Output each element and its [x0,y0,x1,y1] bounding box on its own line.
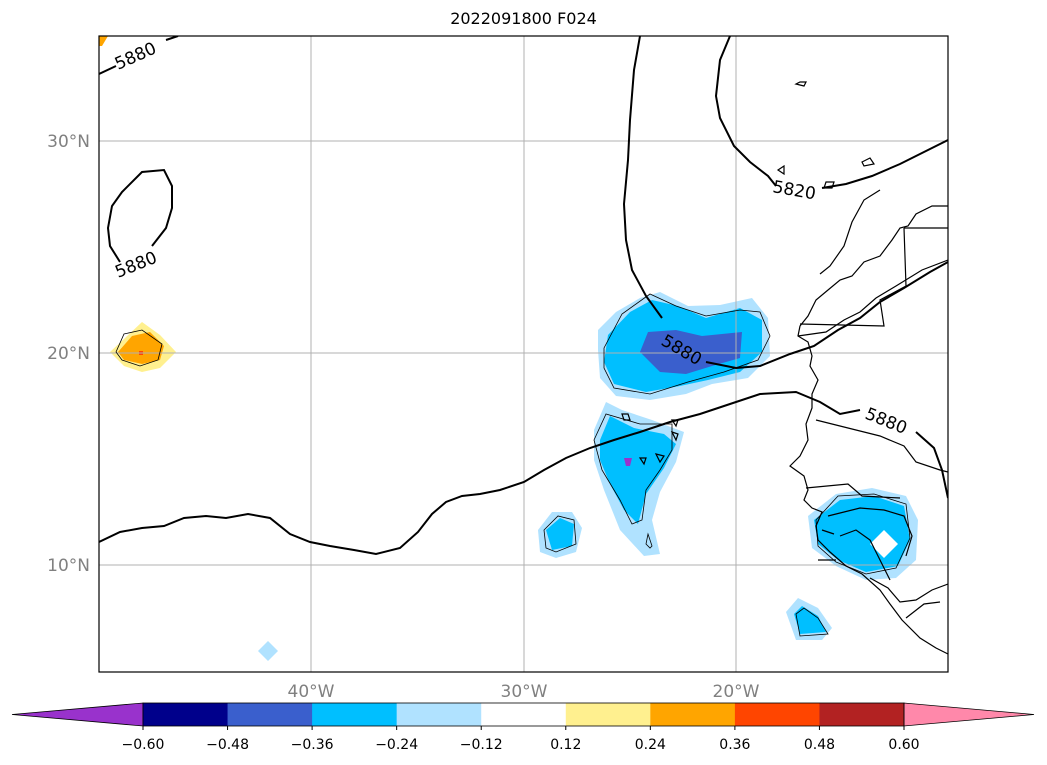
map-title: 2022091800 F024 [450,9,597,28]
thin-contour-large [603,293,771,395]
shaded-field-layer [99,36,918,661]
colorbar-tick-label: −0.12 [460,737,503,753]
africa-coastline [789,205,948,655]
colorbar-tick-label: 0.36 [719,737,750,753]
positive-anomaly-mid [118,332,164,364]
longitude-labels: 40°W 30°W 20°W [288,682,760,702]
colorbar-box [734,703,820,726]
colorbar-box [227,703,313,726]
graticule [99,36,948,672]
colorbar-box [565,703,651,726]
border-guinea [818,507,913,581]
negative-anomaly-south-mid [600,416,676,524]
colorbar-extend-high [903,702,1035,727]
contour-label-topleft: 5880 [112,39,160,75]
map-frame [98,35,949,673]
contour-label-5820: 5820 [771,177,817,204]
colorbar: −0.60 −0.48 −0.36 −0.24 −0.12 0.12 0.24 0.36 0.4… [11,702,1035,753]
colorbar-tick-label: 0.48 [804,737,835,753]
positive-anomaly-guinea-center [870,530,898,558]
thin-contour-islet [645,532,653,549]
colorbar-tick-label: 0.60 [888,737,919,753]
coastlines [621,81,948,655]
contour-5820 [714,36,948,189]
lon-label-20w: 20°W [713,682,760,702]
colorbar-box [481,703,567,726]
colorbar-tick-label: −0.24 [375,737,418,753]
colorbar-tick-label: −0.36 [291,737,334,753]
colorbar-tick-label: −0.48 [206,737,249,753]
contour-5880-east-2 [705,261,948,370]
contour-5880-ring [106,168,173,263]
border-senegal-mali [805,419,948,499]
lat-label-20n: 20°N [47,344,90,364]
thin-contour-small [543,515,577,553]
colorbar-box [312,703,398,726]
thin-contour-sw [795,607,829,637]
thin-contour-west [115,329,163,367]
colorbar-frame [142,702,905,727]
thin-contours [115,293,911,637]
cape-verde-islands [621,413,679,466]
border-morocco-algeria [819,189,881,275]
negative-anomaly-small-mid [546,518,574,550]
lon-label-40w: 40°W [288,682,335,702]
contour-5880-east-trough [622,36,663,319]
colorbar-tick-label: 0.12 [550,737,581,753]
border-liberia-sierra-leone [869,577,948,619]
border-mauritania-mali [799,227,948,327]
thin-contour-south [593,413,673,525]
lat-label-10n: 10°N [47,556,90,576]
colorbar-box [650,703,736,726]
contour-label-ring: 5880 [112,248,160,283]
contour-5880-topleft [99,36,179,75]
colorbar-box [819,703,905,726]
corner-anomaly [99,36,108,46]
colorbar-tick-label: −0.60 [122,737,165,753]
negative-anomaly-south-core [624,458,632,466]
height-contours [99,36,948,556]
thin-contour-guinea [815,493,911,575]
negative-anomaly-core [640,330,742,374]
contour-5880-east-3 [915,431,948,499]
colorbar-box [143,703,229,726]
lon-label-30w: 30°W [501,682,548,702]
colorbar-extend-low [11,702,144,727]
contour-labels: 5880 5880 5880 5880 5820 [112,39,910,439]
colorbar-box [396,703,482,726]
contour-5880-main [99,390,861,556]
negative-anomaly-sw-mid [794,606,826,634]
colorbar-tick-label: 0.24 [635,737,666,753]
negative-anomaly-dot [258,641,278,661]
lat-label-30n: 30°N [47,132,90,152]
canary-islands [776,81,875,189]
latitude-labels: 30°N 20°N 10°N [47,132,90,576]
map-plot-area [99,36,948,672]
border-western-sahara [797,259,948,337]
